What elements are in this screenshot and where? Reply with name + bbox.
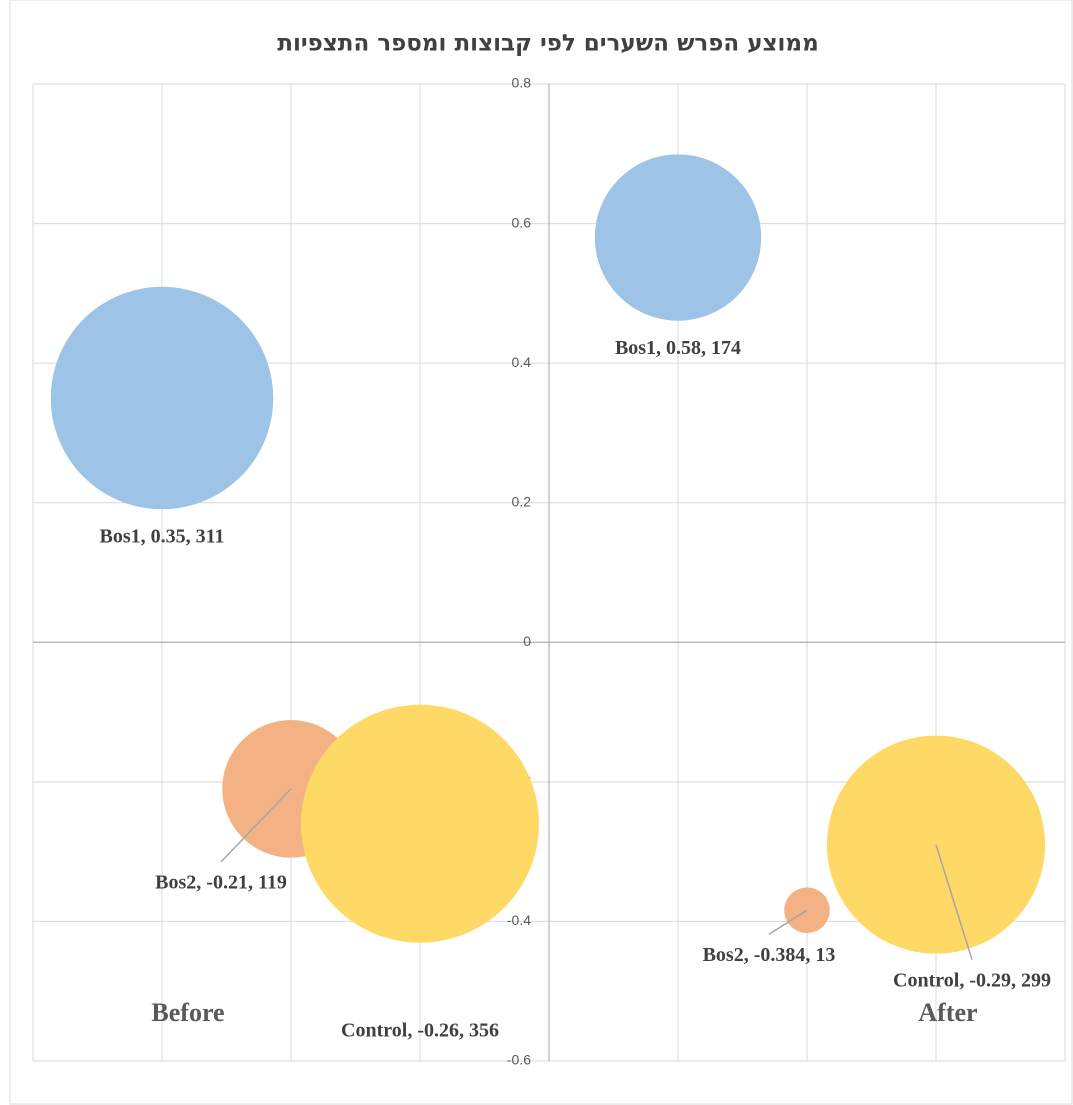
annotation: Before — [151, 998, 224, 1027]
y-tick-label: -0.6 — [507, 1052, 531, 1068]
y-tick-label: -0.4 — [507, 912, 531, 928]
data-label: Bos2, -0.384, 13 — [703, 944, 836, 966]
y-tick-label: 0 — [523, 633, 531, 649]
y-tick-label: 0.6 — [512, 214, 532, 230]
y-tick-label: 0.4 — [512, 354, 532, 370]
annotation: After — [918, 998, 977, 1027]
data-label: Bos2, -0.21, 119 — [155, 871, 287, 893]
leader-line — [768, 909, 808, 935]
leader-line — [935, 844, 973, 960]
y-tick-label: 0.2 — [512, 493, 532, 509]
bubble — [594, 154, 762, 321]
data-label: Control, -0.29, 299 — [893, 969, 1051, 991]
leader-line — [220, 788, 292, 863]
bubble — [50, 286, 274, 510]
bubble — [301, 704, 539, 943]
data-label: Control, -0.26, 356 — [341, 1019, 499, 1041]
data-label: Bos1, 0.58, 174 — [615, 337, 741, 359]
y-tick-label: 0.8 — [512, 75, 532, 91]
chart-title: ממוצע הפרש השערים לפי קבוצות ומספר התצפי… — [277, 31, 818, 57]
data-label: Bos1, 0.35, 311 — [99, 526, 224, 548]
